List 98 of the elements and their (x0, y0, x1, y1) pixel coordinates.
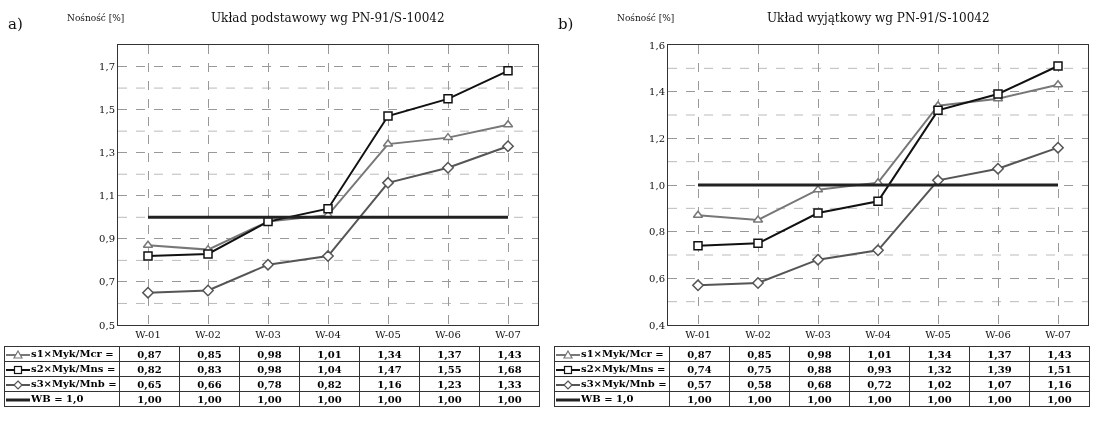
legend-label: WB = 1,0 (581, 393, 634, 405)
data-label: 1,00 (969, 391, 1030, 407)
data-label: 1,01 (849, 346, 910, 362)
data-label: 1,16 (1029, 376, 1090, 392)
data-label: 1,00 (789, 391, 850, 407)
data-label: 1,43 (1029, 346, 1090, 362)
data-label: 1,47 (359, 361, 420, 377)
data-label: 0,85 (179, 346, 240, 362)
y-tick-label: 1,6 (649, 39, 665, 51)
data-label: 1,00 (119, 391, 180, 407)
data-label: 1,00 (359, 391, 420, 407)
data-label: 0,93 (849, 361, 910, 377)
y-tick-label: 0,8 (649, 226, 665, 238)
data-label: 1,39 (969, 361, 1030, 377)
data-label: 0,82 (299, 376, 360, 392)
x-tick-label: W-04 (315, 329, 341, 340)
y-tick-label: 1,0 (649, 179, 665, 191)
y-axis-title: Nośność [%] (67, 13, 125, 23)
data-label: 0,87 (669, 346, 730, 362)
y-tick-label: 1,5 (99, 104, 115, 116)
data-label: 1,32 (909, 361, 970, 377)
y-tick-label: 0,9 (99, 233, 115, 245)
legend-label: WB = 1,0 (31, 393, 84, 405)
data-label: 1,00 (239, 391, 300, 407)
legend-label: s1×Myk/Mcr = (31, 348, 114, 360)
chart-title: Układ podstawowy wg PN-91/S-10042 (211, 11, 445, 25)
text: b) (558, 15, 574, 33)
data-label: 1,01 (299, 346, 360, 362)
data-label: 1,04 (299, 361, 360, 377)
data-label: 1,00 (419, 391, 480, 407)
x-tick-label: W-01 (135, 329, 161, 340)
data-label: 0,87 (119, 346, 180, 362)
data-label: 0,98 (239, 346, 300, 362)
x-tick-label: W-07 (495, 329, 521, 340)
data-label: 1,33 (479, 376, 540, 392)
legend-label: s2×Myk/Mns = (31, 363, 116, 375)
x-tick-label: W-05 (375, 329, 401, 340)
y-axis-title: Nośność [%] (617, 13, 675, 23)
y-tick-label: 0,5 (99, 319, 115, 331)
legend-label: s1×Myk/Mcr = (581, 348, 664, 360)
data-label: 0,74 (669, 361, 730, 377)
data-label: 1,16 (359, 376, 420, 392)
y-tick-label: 1,2 (649, 132, 665, 144)
y-tick-label: 1,4 (649, 86, 665, 98)
legend-label: s3×Myk/Mnb = (31, 378, 117, 390)
data-label: 0,57 (669, 376, 730, 392)
y-tick-label: 0,7 (99, 276, 115, 288)
data-label: 0,65 (119, 376, 180, 392)
x-tick-label: W-05 (925, 329, 951, 340)
y-tick-label: 0,4 (649, 319, 665, 331)
data-label: 1,00 (299, 391, 360, 407)
data-label: 1,37 (419, 346, 480, 362)
data-label: 0,66 (179, 376, 240, 392)
x-tick-label: W-04 (865, 329, 891, 340)
data-label: 1,51 (1029, 361, 1090, 377)
data-label: 1,43 (479, 346, 540, 362)
data-label: 1,00 (729, 391, 790, 407)
y-tick-label: 1,1 (99, 190, 115, 202)
data-label: 1,55 (419, 361, 480, 377)
y-tick-label: 1,7 (99, 61, 115, 73)
data-label: 0,85 (729, 346, 790, 362)
data-label: 1,34 (909, 346, 970, 362)
x-tick-label: W-02 (745, 329, 771, 340)
data-label: 0,83 (179, 361, 240, 377)
y-tick-label: 1,3 (99, 147, 115, 159)
x-tick-label: W-03 (255, 329, 281, 340)
data-label: 0,72 (849, 376, 910, 392)
data-label: 1,23 (419, 376, 480, 392)
legend-label: s3×Myk/Mnb = (581, 378, 667, 390)
data-label: 1,00 (179, 391, 240, 407)
data-label: 1,00 (849, 391, 910, 407)
x-tick-label: W-06 (435, 329, 461, 340)
data-label: 1,02 (909, 376, 970, 392)
data-label: 0,98 (239, 361, 300, 377)
data-label: 1,07 (969, 376, 1030, 392)
data-label: 1,34 (359, 346, 420, 362)
data-label: 1,37 (969, 346, 1030, 362)
data-label: 1,00 (479, 391, 540, 407)
data-label: 1,00 (909, 391, 970, 407)
data-label: 0,82 (119, 361, 180, 377)
x-tick-label: W-01 (685, 329, 711, 340)
x-tick-label: W-07 (1045, 329, 1071, 340)
data-label: 0,88 (789, 361, 850, 377)
x-tick-label: W-02 (195, 329, 221, 340)
data-label: 0,75 (729, 361, 790, 377)
data-label: 1,00 (1029, 391, 1090, 407)
data-label: 0,78 (239, 376, 300, 392)
data-label: 1,68 (479, 361, 540, 377)
chart-title: Układ wyjątkowy wg PN-91/S-10042 (767, 11, 990, 25)
x-tick-label: W-06 (985, 329, 1011, 340)
data-label: 1,00 (669, 391, 730, 407)
y-tick-label: 0,6 (649, 272, 665, 284)
x-tick-label: W-03 (805, 329, 831, 340)
legend-label: s2×Myk/Mns = (581, 363, 666, 375)
data-label: 0,98 (789, 346, 850, 362)
data-label: 0,58 (729, 376, 790, 392)
data-label: 0,68 (789, 376, 850, 392)
text: a) (8, 15, 23, 33)
